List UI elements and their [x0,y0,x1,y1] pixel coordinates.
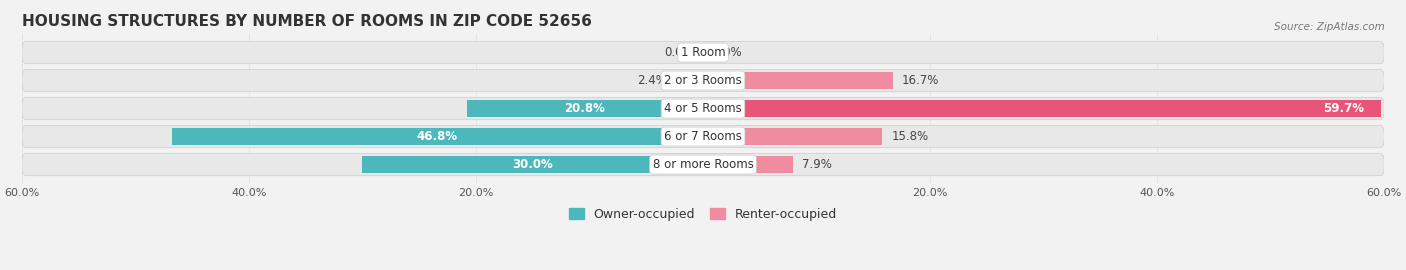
Text: 46.8%: 46.8% [416,130,458,143]
Text: 8 or more Rooms: 8 or more Rooms [652,158,754,171]
FancyBboxPatch shape [21,69,1385,92]
Text: 15.8%: 15.8% [891,130,928,143]
Bar [467,100,703,117]
FancyBboxPatch shape [21,153,1385,176]
Text: 2.4%: 2.4% [637,74,666,87]
Text: 20.8%: 20.8% [564,102,606,115]
Bar [703,128,883,145]
Text: 1 Room: 1 Room [681,46,725,59]
Bar [703,72,893,89]
Bar [172,128,703,145]
Text: 0.0%: 0.0% [664,46,695,59]
Text: 2 or 3 Rooms: 2 or 3 Rooms [664,74,742,87]
Text: Source: ZipAtlas.com: Source: ZipAtlas.com [1274,22,1385,32]
Bar [703,156,793,173]
Text: 0.0%: 0.0% [711,46,742,59]
Text: HOUSING STRUCTURES BY NUMBER OF ROOMS IN ZIP CODE 52656: HOUSING STRUCTURES BY NUMBER OF ROOMS IN… [21,14,592,29]
Text: 16.7%: 16.7% [901,74,939,87]
Bar [676,72,703,89]
Text: 59.7%: 59.7% [1323,102,1364,115]
FancyBboxPatch shape [21,97,1385,120]
Text: 7.9%: 7.9% [801,158,832,171]
Bar [703,100,1381,117]
FancyBboxPatch shape [21,41,1385,64]
Text: 6 or 7 Rooms: 6 or 7 Rooms [664,130,742,143]
Bar [363,156,703,173]
Text: 30.0%: 30.0% [512,158,553,171]
Text: 4 or 5 Rooms: 4 or 5 Rooms [664,102,742,115]
FancyBboxPatch shape [21,125,1385,148]
Legend: Owner-occupied, Renter-occupied: Owner-occupied, Renter-occupied [568,208,838,221]
